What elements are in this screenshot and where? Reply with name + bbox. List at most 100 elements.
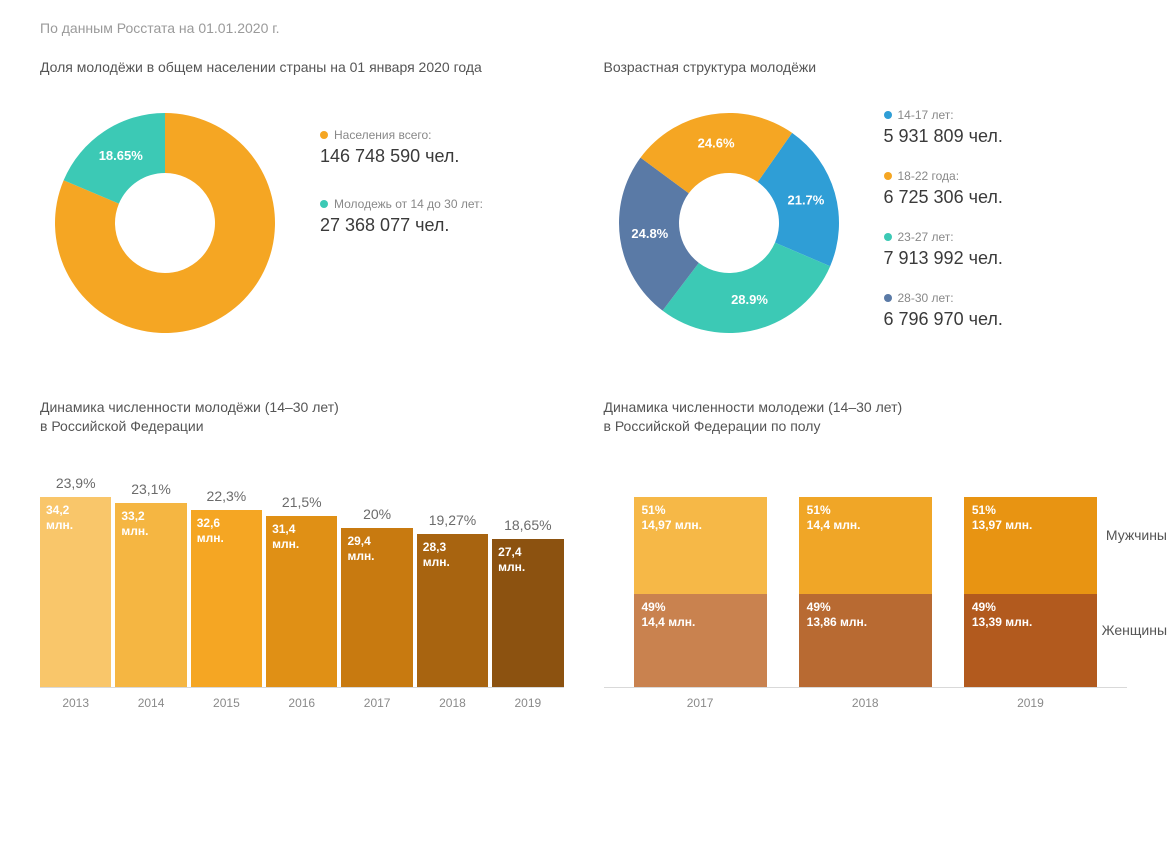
bar-group: 18,65%27,4млн.: [492, 517, 563, 687]
chart1-title: Доля молодёжи в общем населении страны н…: [40, 58, 564, 78]
bar-value-label: 34,2млн.: [40, 497, 111, 534]
legend-label-text: 18-22 года:: [898, 169, 960, 183]
legend-label-text: 28-30 лет:: [898, 291, 954, 305]
panel-dynamics: Динамика численности молодёжи (14–30 лет…: [40, 398, 564, 710]
legend-dot-icon: [884, 233, 892, 241]
stack-group: 51%14,4 млн.49%13,86 млн.: [799, 497, 932, 687]
stack-bot-val: 13,39 млн.: [972, 615, 1032, 629]
bar-x-label: 2015: [191, 696, 262, 710]
chart4-xaxis: 201720182019: [604, 688, 1128, 710]
stack-group: 51%13,97 млн. 49%13,39 млн.: [964, 497, 1097, 687]
chart2-body: 21.7%28.9%24.8%24.6% 14-17 лет:5 931 809…: [604, 98, 1128, 348]
stack-seg-bot: 49%13,86 млн.: [799, 594, 932, 687]
legend-item: Молодежь от 14 до 30 лет: 27 368 077 чел.: [320, 197, 483, 236]
bar-column: 33,2млн.: [115, 503, 186, 687]
bar-percent-label: 19,27%: [429, 512, 476, 528]
stack-top-val: 14,97 млн.: [642, 518, 702, 532]
legend-item: 23-27 лет: 7 913 992 чел.: [884, 230, 1003, 269]
legend-value: 6 725 306 чел.: [884, 187, 1003, 208]
stack-bot-val: 13,86 млн.: [807, 615, 867, 629]
chart3-bars: 23,9%34,2млн.23,1%33,2млн.22,3%32,6млн.2…: [40, 457, 564, 687]
legend-label-text: 23-27 лет:: [898, 230, 954, 244]
bar-group: 19,27% 28,3млн.: [417, 512, 488, 687]
bar-value-label: 33,2млн.: [115, 503, 186, 540]
bar-column: 28,3млн.: [417, 534, 488, 687]
stack-top-val: 13,97 млн.: [972, 518, 1032, 532]
bar-value-label: 31,4млн.: [266, 516, 337, 553]
bar-group: 22,3%32,6млн.: [191, 488, 262, 687]
stack-seg-top: 51%13,97 млн.: [964, 497, 1097, 594]
stack-seg-top: 51%14,97 млн.: [634, 497, 767, 594]
legend-label: 14-17 лет:: [884, 108, 1003, 122]
bar-x-label: 2013: [40, 696, 111, 710]
panel-dynamics-sex: Динамика численности молодежи (14–30 лет…: [604, 398, 1128, 710]
bar-x-label: 2019: [492, 696, 563, 710]
stack-top-pct: 51%: [972, 503, 996, 517]
bar-value-label: 32,6млн.: [191, 510, 262, 547]
legend-value: 27 368 077 чел.: [320, 215, 483, 236]
legend-label-text: Населения всего:: [334, 128, 432, 142]
legend-item: Населения всего: 146 748 590 чел.: [320, 128, 483, 167]
stack-bot-pct: 49%: [807, 600, 831, 614]
stack-group: 51%14,97 млн.49%14,4 млн.: [634, 497, 767, 687]
row-2: Динамика численности молодёжи (14–30 лет…: [40, 398, 1127, 710]
bar-percent-label: 21,5%: [282, 494, 322, 510]
stack-x-label: 2017: [634, 696, 767, 710]
legend-label-text: 14-17 лет:: [898, 108, 954, 122]
legend-label: 18-22 года:: [884, 169, 1003, 183]
bar-percent-label: 23,9%: [56, 475, 96, 491]
stack-bot-pct: 49%: [972, 600, 996, 614]
donut-slice-label: 24.8%: [631, 225, 668, 240]
chart4-series-label-men: Мужчины: [1106, 527, 1167, 543]
legend-dot-icon: [320, 200, 328, 208]
chart3-xaxis: 2013 2014 2015 2016 2017 2018 2019: [40, 688, 564, 710]
legend-label: 23-27 лет:: [884, 230, 1003, 244]
legend-value: 6 796 970 чел.: [884, 309, 1003, 330]
stack-bot-pct: 49%: [642, 600, 666, 614]
legend-label: Молодежь от 14 до 30 лет:: [320, 197, 483, 211]
stack-top-pct: 51%: [807, 503, 831, 517]
panel-age-structure: Возрастная структура молодёжи 21.7%28.9%…: [604, 58, 1128, 348]
stack-x-label: 2018: [799, 696, 932, 710]
chart4-title: Динамика численности молодежи (14–30 лет…: [604, 398, 1128, 437]
legend-label-text: Молодежь от 14 до 30 лет:: [334, 197, 483, 211]
legend-item: 28-30 лет: 6 796 970 чел.: [884, 291, 1003, 330]
bar-x-label: 2018: [417, 696, 488, 710]
bar-group: 23,1% 33,2млн.: [115, 481, 186, 687]
bar-x-label: 2017: [341, 696, 412, 710]
legend-dot-icon: [884, 111, 892, 119]
infographic-page: По данным Росстата на 01.01.2020 г. Доля…: [0, 0, 1167, 847]
bar-percent-label: 20%: [363, 506, 391, 522]
bar-x-label: 2016: [266, 696, 337, 710]
stack-top-pct: 51%: [642, 503, 666, 517]
bar-column: 32,6млн.: [191, 510, 262, 687]
donut-slice-label: 18.65%: [99, 147, 144, 162]
panel-youth-share: Доля молодёжи в общем населении страны н…: [40, 58, 564, 348]
stack-bot-val: 14,4 млн.: [642, 615, 696, 629]
bar-x-label: 2014: [115, 696, 186, 710]
bar-value-label: 28,3млн.: [417, 534, 488, 571]
chart1-legend: Населения всего: 146 748 590 чел. Молодежь…: [320, 98, 483, 236]
legend-value: 7 913 992 чел.: [884, 248, 1003, 269]
bar-column: 31,4млн.: [266, 516, 337, 687]
chart2-legend: 14-17 лет:5 931 809 чел.18-22 года:6 725…: [884, 98, 1003, 330]
legend-dot-icon: [884, 294, 892, 302]
stack-seg-bot: 49%14,4 млн.: [634, 594, 767, 687]
chart3-title: Динамика численности молодёжи (14–30 лет…: [40, 398, 564, 437]
bar-group: 23,9% 34,2млн.: [40, 475, 111, 687]
legend-item: 18-22 года: 6 725 306 чел.: [884, 169, 1003, 208]
bar-column: 34,2млн.: [40, 497, 111, 687]
bar-column: 27,4млн.: [492, 539, 563, 687]
bar-group: 21,5% 31,4млн.: [266, 494, 337, 687]
chart2-title: Возрастная структура молодёжи: [604, 58, 1128, 78]
bar-percent-label: 23,1%: [131, 481, 171, 497]
bar-column: 29,4млн.: [341, 528, 412, 687]
page-subtitle: По данным Росстата на 01.01.2020 г.: [40, 20, 1127, 36]
row-1: Доля молодёжи в общем населении страны н…: [40, 58, 1127, 348]
chart2-donut: 21.7%28.9%24.8%24.6%: [604, 98, 854, 348]
chart4-bars: 51%14,97 млн.49%14,4 млн.51%14,4 млн.49%…: [604, 457, 1128, 687]
legend-value: 146 748 590 чел.: [320, 146, 483, 167]
bar-value-label: 29,4млн.: [341, 528, 412, 565]
chart4-series-label-women: Женщины: [1102, 622, 1167, 638]
legend-label: Населения всего:: [320, 128, 483, 142]
